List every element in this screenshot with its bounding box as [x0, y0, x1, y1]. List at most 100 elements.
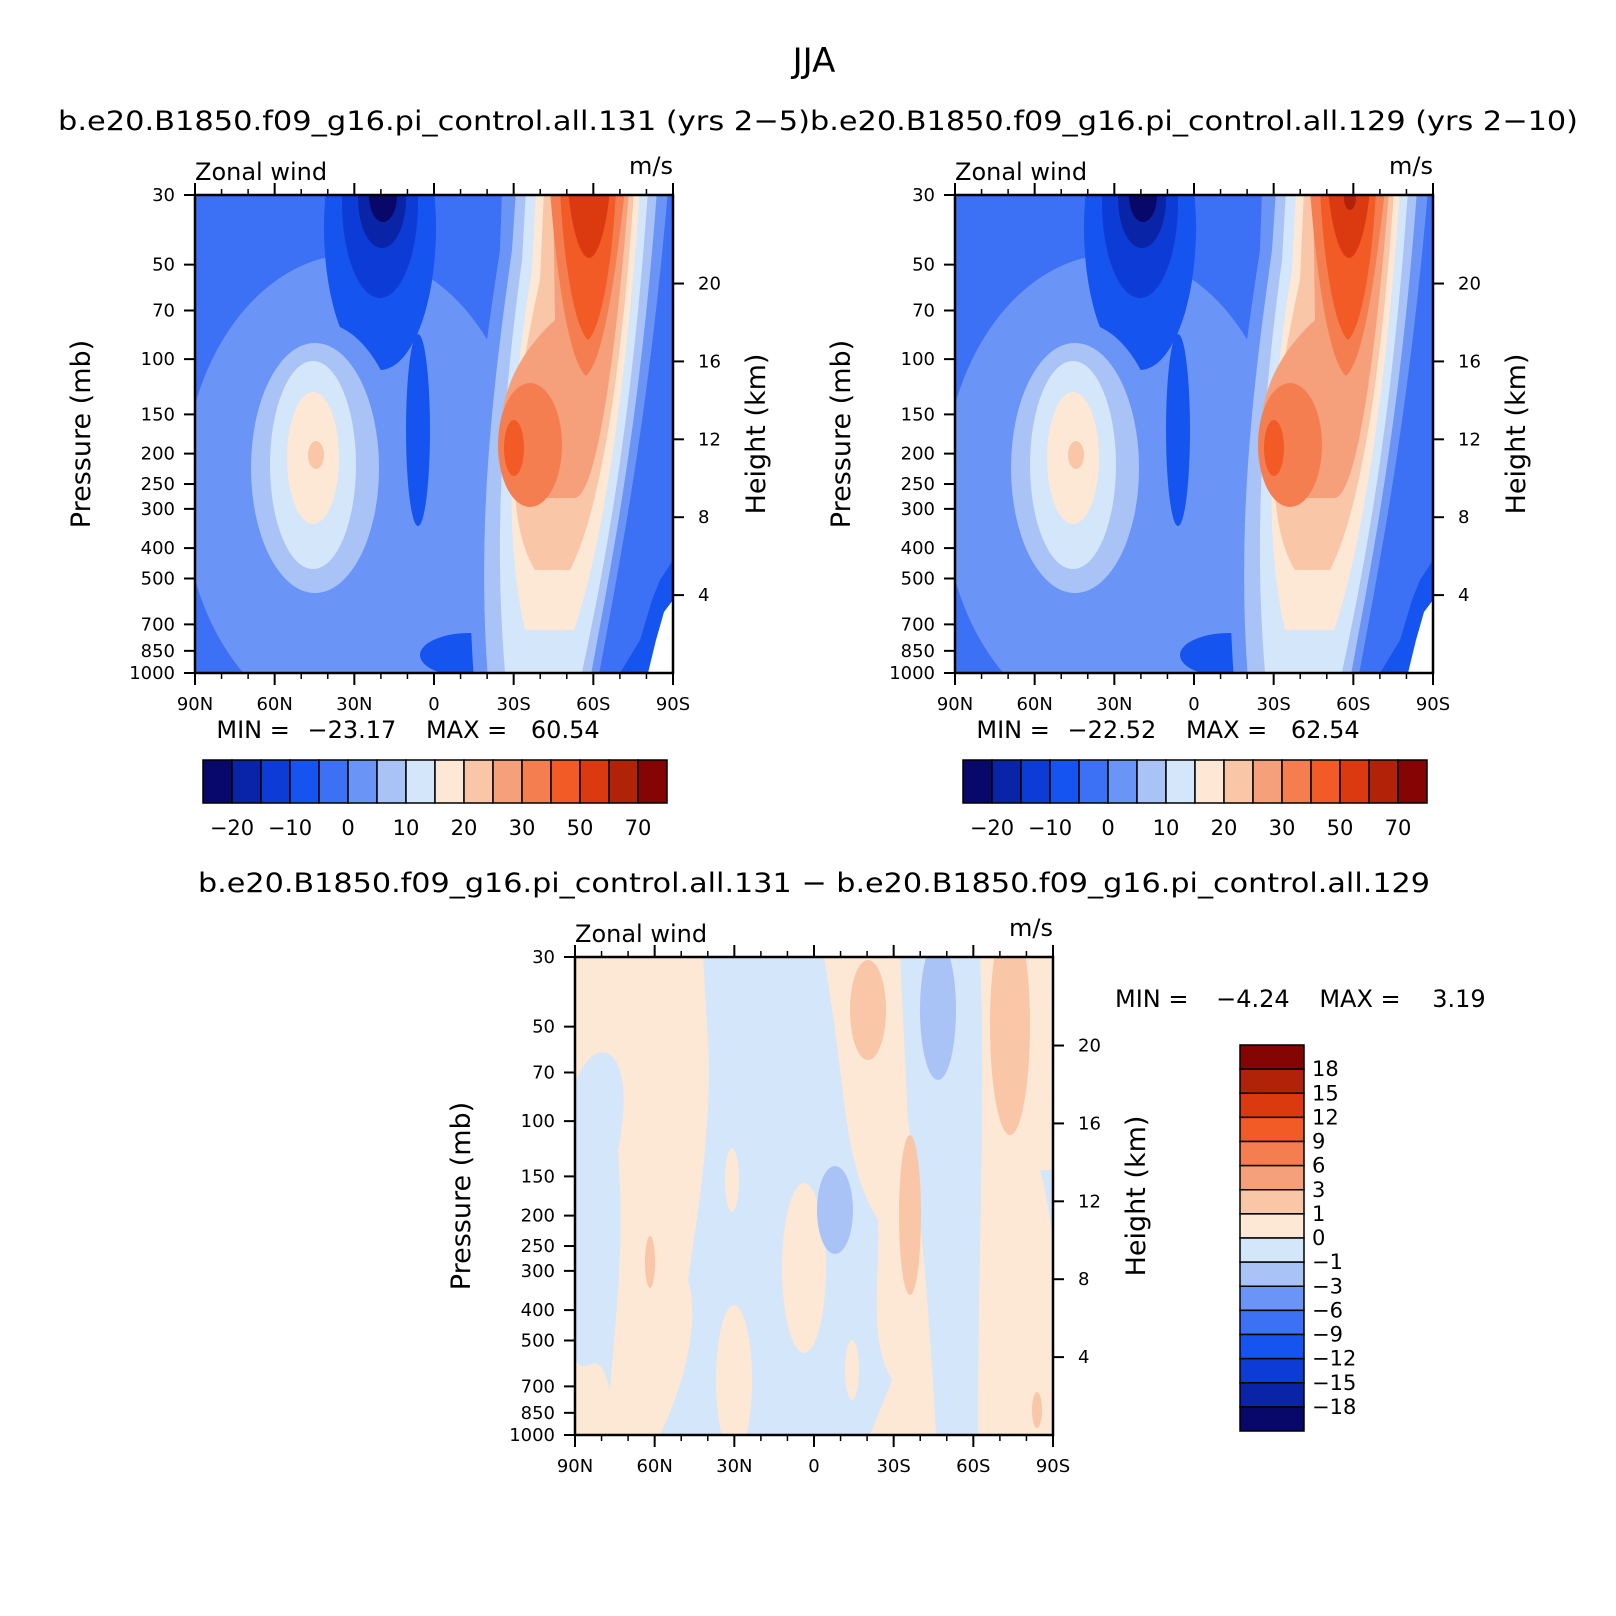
panel-1-y-tick-label: 500	[141, 569, 175, 590]
panel-1-colorbar-swatch	[347, 759, 378, 804]
panel-3-colorbar-label: −15	[1312, 1371, 1356, 1395]
panel-1-x-tick-label: 60N	[256, 694, 292, 715]
panel-2-y-tick-label: 150	[901, 404, 935, 425]
panel-3-field	[575, 957, 1053, 1435]
panel-1-colorbar-swatch	[260, 759, 291, 804]
panel-3-colorbar-label: 3	[1312, 1178, 1325, 1202]
panel-2-x-tick-label: 60N	[1016, 694, 1052, 715]
panel-3-colorbar-swatch	[1239, 1116, 1305, 1143]
panel-3-colorbar-label: 0	[1312, 1226, 1325, 1250]
panel-2-height-tick-label: 8	[1458, 507, 1469, 528]
panel-3-colorbar-swatch	[1239, 1333, 1305, 1360]
panel-3-x-tick-label: 90S	[1036, 1456, 1070, 1477]
panel-1-colorbar-swatch	[579, 759, 610, 804]
panel-3-title: b.e20.B1850.f09_g16.pi_control.all.131 −…	[198, 868, 1430, 899]
panel-1-y-tick-label: 850	[141, 641, 175, 662]
panel-1-colorbar-label: 70	[625, 816, 652, 840]
panel-3-units: m/s	[1009, 914, 1053, 942]
panel-2-x-tick-label: 90N	[937, 694, 973, 715]
panel-3-colorbar-swatch	[1239, 1140, 1305, 1167]
panel-2-colorbar-swatch	[991, 759, 1022, 804]
panel-3-colorbar-swatch	[1239, 1092, 1305, 1119]
panel-3-y-tick-label: 500	[521, 1331, 555, 1352]
panel-1-stats: MIN = −23.17 MAX = 60.54	[216, 716, 599, 744]
panel-2-colorbar-swatch	[1049, 759, 1080, 804]
panel-2-units: m/s	[1389, 152, 1433, 180]
panel-1-y-tick-label: 400	[141, 538, 175, 559]
panel-1-y-tick-label: 30	[152, 185, 175, 206]
panel-2-colorbar-swatch	[1136, 759, 1167, 804]
panel-1-colorbar-swatch	[376, 759, 407, 804]
panel-3-stats: MIN = −4.24 MAX = 3.19	[1115, 985, 1486, 1013]
panel-1-x-tick-label: 0	[428, 694, 439, 715]
panel-1-colorbar-swatch	[492, 759, 523, 804]
panel-3-colorbar-swatch	[1239, 1285, 1305, 1312]
figure-title: JJA	[791, 41, 836, 81]
panel-3-colorbar-swatch	[1239, 1261, 1305, 1287]
panel-2-height-tick-label: 16	[1458, 351, 1481, 372]
panel-2-colorbar-label: 50	[1327, 816, 1354, 840]
panel-3-height-tick-label: 16	[1078, 1113, 1101, 1134]
panel-2-colorbar-swatch	[962, 759, 993, 804]
panel-2-y-tick-label: 50	[912, 255, 935, 276]
panel-2-y-tick-label: 100	[901, 349, 935, 370]
panel-3-ylabel-right: Height (km)	[1121, 1116, 1152, 1277]
panel-2-colorbar-swatch	[1165, 759, 1196, 804]
panel-2-height-tick-label: 4	[1458, 585, 1469, 606]
panel-3-y-tick-label: 250	[521, 1236, 555, 1257]
panel-2-colorbar-swatch	[1223, 759, 1254, 804]
panel-2-x-tick-label: 0	[1188, 694, 1199, 715]
panel-2-height-tick-label: 20	[1458, 274, 1481, 295]
panel-1-ylabel: Pressure (mb)	[66, 340, 97, 528]
panel-3-colorbar-label: −18	[1312, 1395, 1356, 1419]
panel-1-y-tick-label: 200	[141, 444, 175, 465]
panel-3-colorbar-swatch	[1239, 1068, 1305, 1094]
panel-2-y-tick-label: 500	[901, 569, 935, 590]
panel-3-colorbar-swatch	[1239, 1044, 1305, 1070]
panel-3-colorbar-label: −3	[1312, 1274, 1343, 1298]
panel-2-colorbar-label: 0	[1101, 816, 1114, 840]
panel-2-colorbar-swatch	[1252, 759, 1283, 804]
panel-2-stats: MIN = −22.52 MAX = 62.54	[976, 716, 1359, 744]
panel-1-colorbar: −20 −10 0 10 20 30 50 70	[202, 759, 668, 840]
panel-1-colorbar-swatch	[318, 759, 349, 804]
panel-2-y-tick-label: 400	[901, 538, 935, 559]
panel-3-colorbar-label: −12	[1312, 1347, 1356, 1371]
panel-2-colorbar-swatch	[1310, 759, 1341, 804]
panel-3-colorbar-swatch	[1239, 1406, 1305, 1432]
panel-2-colorbar-swatch	[1194, 759, 1225, 804]
panel-2-colorbar-label: −20	[970, 816, 1014, 840]
panel-2-x-tick-label: 30N	[1096, 694, 1132, 715]
panel-2-y-tick-label: 850	[901, 641, 935, 662]
panel-2-y-tick-label: 70	[912, 301, 935, 322]
panel-3-colorbar-label: 1	[1312, 1202, 1325, 1226]
panel-1-field	[195, 195, 673, 673]
panel-1-y-tick-label: 100	[141, 349, 175, 370]
panel-3-colorbar-label: −6	[1312, 1298, 1343, 1322]
panel-1-colorbar-label: 50	[567, 816, 594, 840]
panel-1-colorbar-swatch	[463, 759, 494, 804]
panel-2-colorbar-swatch	[1107, 759, 1138, 804]
panel-3-y-tick-label: 150	[521, 1166, 555, 1187]
panel-1-height-tick-label: 16	[698, 351, 721, 372]
panel-2-title: b.e20.B1850.f09_g16.pi_control.all.129 (…	[810, 106, 1578, 137]
panel-1-colorbar-swatch	[550, 759, 581, 804]
panel-3-colorbar-label: 9	[1312, 1130, 1325, 1154]
panel-1-colorbar-swatch	[434, 759, 465, 804]
panel-1-colorbar-swatch	[405, 759, 436, 804]
panel-2-ylabel-right: Height (km)	[1501, 354, 1532, 515]
panel-2-colorbar-label: −10	[1028, 816, 1072, 840]
panel-1-x-tick-label: 30S	[496, 694, 530, 715]
panel-3-x-tick-label: 60S	[956, 1456, 990, 1477]
panel-3-colorbar-label: 12	[1312, 1105, 1339, 1129]
panel-1-colorbar-swatch	[231, 759, 262, 804]
panel-2-colorbar-swatch	[1078, 759, 1109, 804]
panel-1-colorbar-swatch	[608, 759, 639, 804]
panel-3-y-tick-label: 100	[521, 1111, 555, 1132]
panel-3-colorbar-label: −9	[1312, 1323, 1343, 1347]
panel-2-x-tick-label: 30S	[1256, 694, 1290, 715]
panel-1-y-tick-label: 70	[152, 301, 175, 322]
